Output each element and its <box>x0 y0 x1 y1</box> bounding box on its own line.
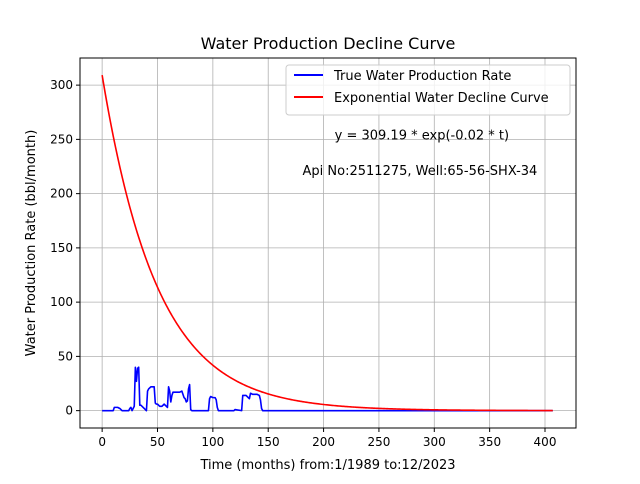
y-axis-label: Water Production Rate (bbl/month) <box>24 130 39 357</box>
y-tick-label: 50 <box>58 349 73 363</box>
series-layer <box>101 75 553 412</box>
y-tick-label: 200 <box>50 187 73 201</box>
chart-title: Water Production Decline Curve <box>201 34 456 53</box>
legend-label-true-water: True Water Production Rate <box>333 69 511 84</box>
series-line-exponential-decline <box>101 75 553 412</box>
y-tick-label: 100 <box>50 295 73 309</box>
x-tick-label: 350 <box>478 435 501 449</box>
chart-annotation: y = 309.19 * exp(-0.02 * t) <box>335 128 509 143</box>
legend: True Water Production Rate Exponential W… <box>285 64 571 116</box>
y-tick-label: 300 <box>50 78 73 92</box>
plot-frame <box>79 57 577 429</box>
x-tick-label: 250 <box>367 435 390 449</box>
ticks-layer: 0 50 100 150 200 250 300 350 400 0 50 100 150 200 250 3… <box>50 78 556 449</box>
x-tick-label: 100 <box>201 435 224 449</box>
legend-box <box>285 64 571 116</box>
x-tick-label: 150 <box>257 435 280 449</box>
series-line-true-water-production <box>102 366 553 412</box>
x-tick-label: 200 <box>312 435 335 449</box>
chart-annotation: Api No:2511275, Well:65-56-SHX-34 <box>303 164 538 179</box>
x-tick-label: 0 <box>98 435 106 449</box>
x-tick-label: 300 <box>423 435 446 449</box>
y-tick-label: 150 <box>50 241 73 255</box>
x-tick-label: 50 <box>150 435 165 449</box>
annotation-layer: y = 309.19 * exp(-0.02 * t) Api No:251127… <box>303 128 538 179</box>
y-tick-label: 0 <box>65 404 73 418</box>
x-axis-label: Time (months) from:1/1989 to:12/2023 <box>199 458 455 473</box>
legend-label-exponential: Exponential Water Decline Curve <box>334 91 549 106</box>
y-tick-label: 250 <box>50 132 73 146</box>
x-tick-label: 400 <box>534 435 557 449</box>
